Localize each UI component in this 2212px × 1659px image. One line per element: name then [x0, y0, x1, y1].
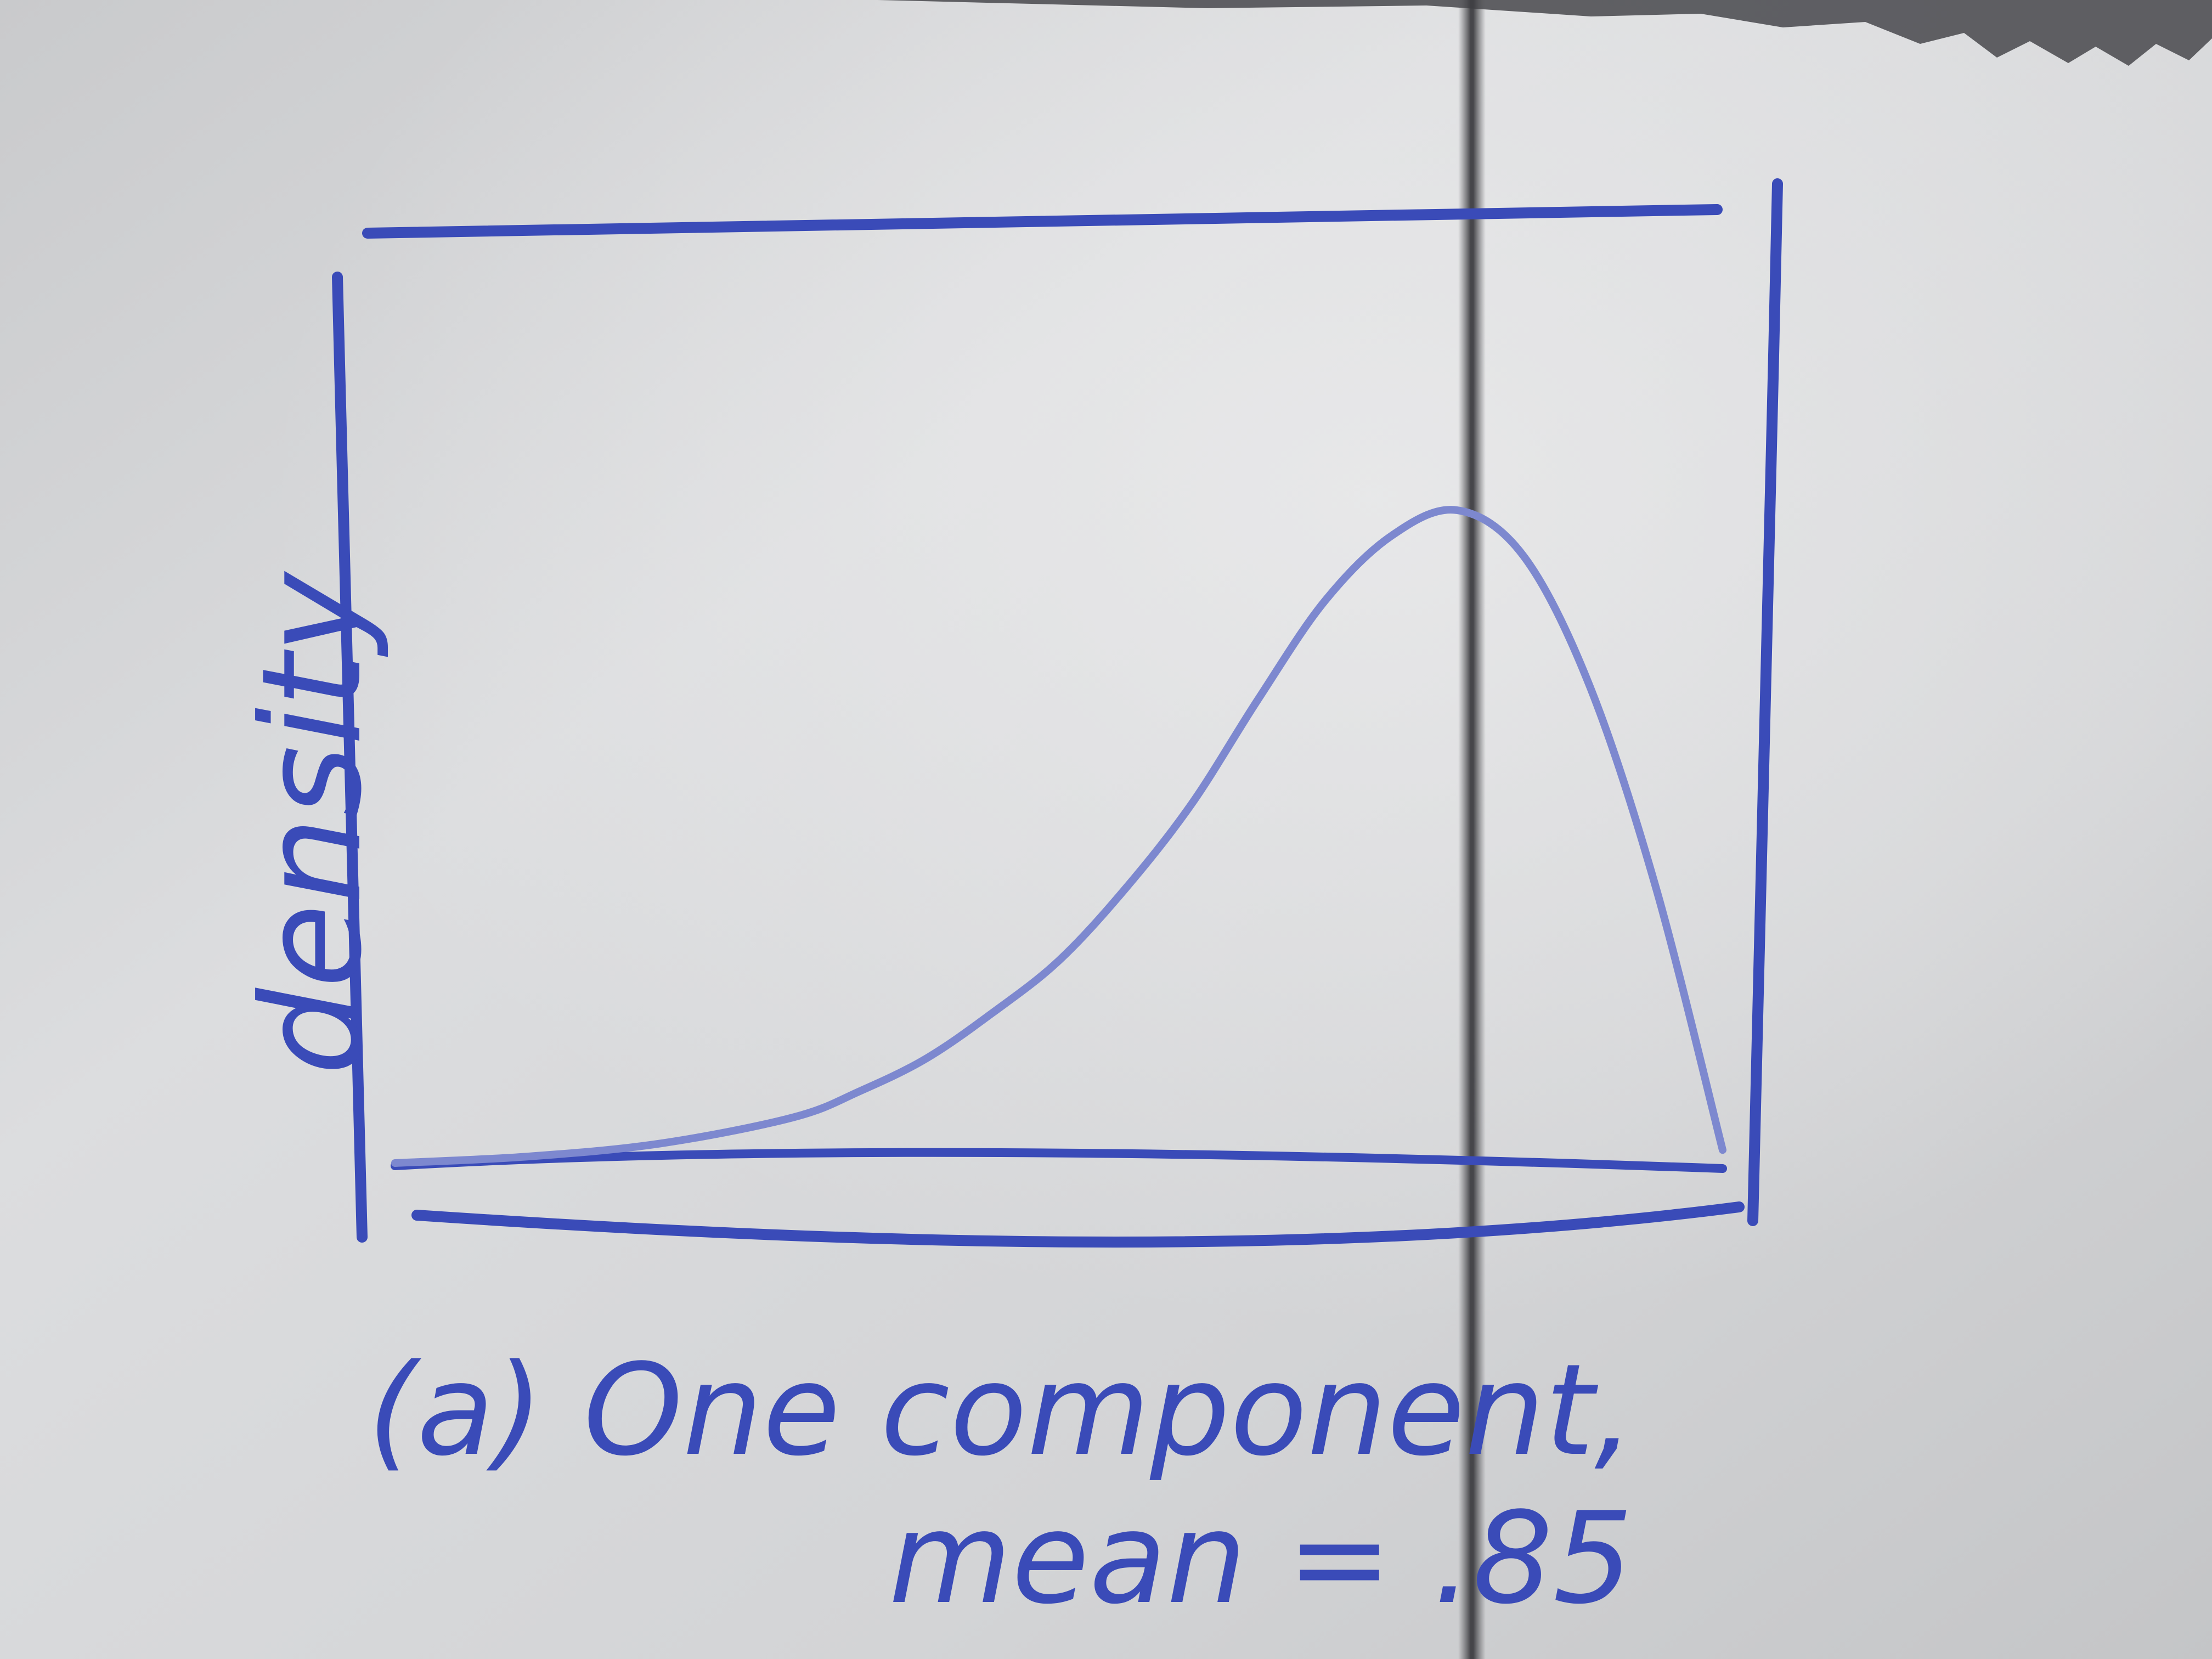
frame-right — [1747, 178, 1783, 1226]
density-curve — [391, 506, 1726, 1167]
fold-line — [1458, 0, 1486, 1659]
plot-area — [391, 506, 1726, 1167]
frame-bottom — [411, 1201, 1745, 1248]
caption-line-1: (a) One component, — [368, 1338, 1634, 1484]
chart-frame — [332, 178, 1783, 1248]
torn-edge — [230, 0, 2212, 66]
frame-top — [362, 204, 1723, 239]
baseline — [391, 1148, 1727, 1173]
y-axis-label: density — [232, 571, 392, 1075]
caption-line-2: mean = .85 — [889, 1486, 1633, 1632]
frame-left — [332, 272, 368, 1243]
